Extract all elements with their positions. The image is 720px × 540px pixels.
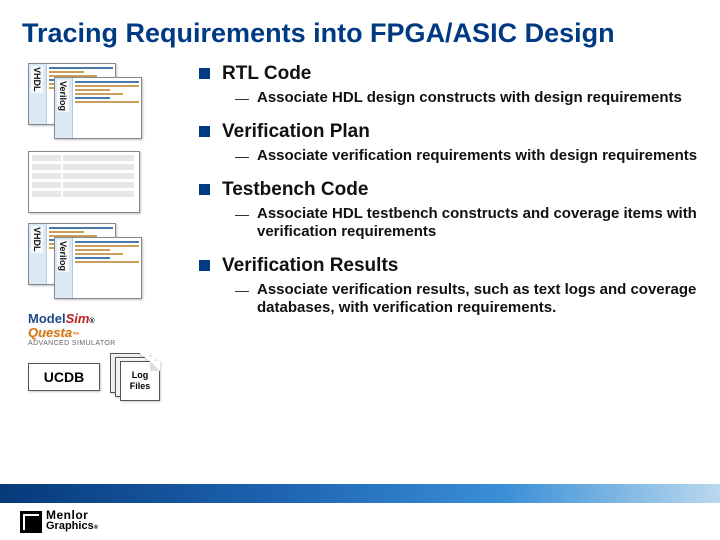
verilog-label-2: Verilog [57, 240, 69, 272]
results-thumbs: UCDB Log Files [28, 353, 193, 401]
dash-icon: — [235, 281, 249, 299]
modelsim-prefix: Model [28, 311, 66, 326]
logfile-label: Log Files [120, 361, 160, 401]
sub-text: Associate HDL testbench constructs and c… [257, 205, 702, 241]
verification-plan-thumb [28, 151, 140, 213]
mentor-graphics-logo: Menlor Graphics® [20, 510, 98, 534]
footer-stripe [0, 484, 720, 504]
mentor-bottom: Graphics® [46, 521, 98, 534]
thumbnail-column: VHDL Verilog VHDL [28, 63, 193, 401]
square-bullet-icon [199, 68, 210, 79]
dash-icon: — [235, 205, 249, 223]
logfile-stack: Log Files [110, 353, 162, 401]
sub-testbench: — Associate HDL testbench constructs and… [235, 205, 702, 241]
tool-logos: ModelSim® Questa™ ADVANCED SIMULATOR [28, 311, 193, 347]
sub-rtl: — Associate HDL design constructs with d… [235, 89, 702, 107]
mentor-mark-icon [20, 511, 42, 533]
bullet-label: Testbench Code [222, 179, 368, 201]
questa-logo: Questa™ [28, 325, 193, 340]
questa-text: Questa [28, 325, 72, 340]
verilog-thumb-2: Verilog [54, 237, 142, 299]
sub-text: Associate verification results, such as … [257, 281, 702, 317]
square-bullet-icon [199, 126, 210, 137]
bullet-testbench: Testbench Code [199, 179, 702, 201]
bullet-label: Verification Plan [222, 121, 370, 143]
bullet-label: Verification Results [222, 255, 398, 277]
sub-vplan: — Associate verification requirements wi… [235, 147, 702, 165]
footer: Menlor Graphics® [0, 484, 720, 540]
bullet-label: RTL Code [222, 63, 311, 85]
verilog-thumb: Verilog [54, 77, 142, 139]
testbench-thumbs: VHDL Verilog [28, 223, 148, 301]
sub-results: — Associate verification results, such a… [235, 281, 702, 317]
dash-icon: — [235, 89, 249, 107]
modelsim-suffix: Sim [66, 311, 90, 326]
questa-subtitle: ADVANCED SIMULATOR [28, 340, 193, 347]
bullet-vplan: Verification Plan [199, 121, 702, 143]
vhdl-label: VHDL [31, 66, 43, 93]
bullet-rtl: RTL Code [199, 63, 702, 85]
bullet-list: RTL Code — Associate HDL design construc… [193, 63, 702, 401]
modelsim-logo: ModelSim® [28, 311, 193, 326]
slide-title: Tracing Requirements into FPGA/ASIC Desi… [0, 0, 720, 55]
square-bullet-icon [199, 260, 210, 271]
vhdl-label-2: VHDL [31, 226, 43, 253]
verilog-label: Verilog [57, 80, 69, 112]
rtl-code-thumbs: VHDL Verilog [28, 63, 148, 141]
sub-text: Associate verification requirements with… [257, 147, 697, 165]
bullet-results: Verification Results [199, 255, 702, 277]
square-bullet-icon [199, 184, 210, 195]
ucdb-box: UCDB [28, 363, 100, 391]
sub-text: Associate HDL design constructs with des… [257, 89, 682, 107]
dash-icon: — [235, 147, 249, 165]
content-area: VHDL Verilog VHDL [0, 55, 720, 401]
